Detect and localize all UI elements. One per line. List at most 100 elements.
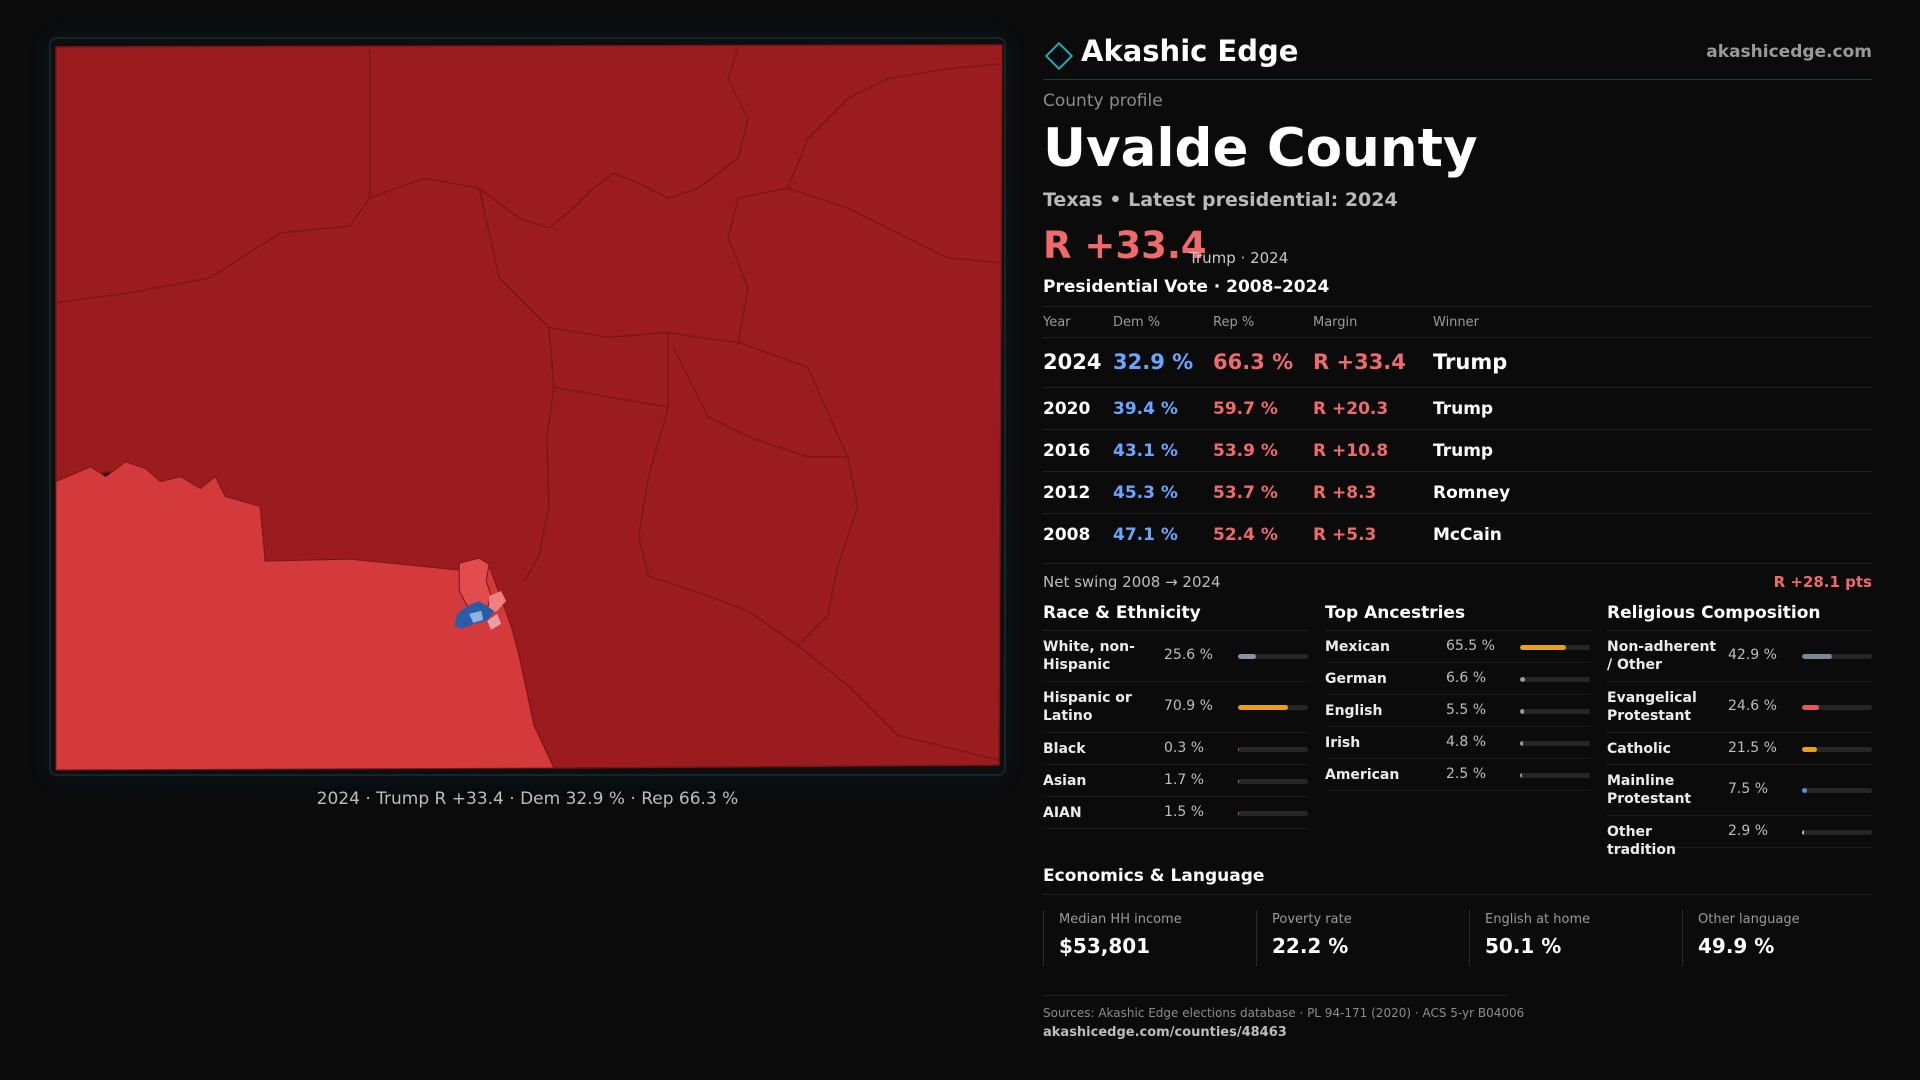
item-label: English	[1325, 703, 1383, 719]
stat-other-language: Other language 49.9 %	[1682, 910, 1895, 966]
item-value: 42.9 %	[1728, 647, 1777, 663]
item-label: Non-adherent / Other	[1607, 639, 1717, 673]
cell-winner: Trump	[1433, 350, 1508, 374]
list-item: Asian 1.7 %	[1043, 765, 1308, 797]
county-url-link[interactable]: akashicedge.com/counties/48463	[1043, 1025, 1287, 1040]
item-value: 70.9 %	[1164, 698, 1213, 714]
divider	[1043, 995, 1508, 996]
item-label: American	[1325, 767, 1400, 783]
share-bar-fill	[1238, 811, 1240, 816]
table-row: 2016 43.1 % 53.9 % R +10.8 Trump	[1043, 429, 1872, 471]
religion-section: Religious Composition Non-adherent / Oth…	[1607, 603, 1872, 858]
cell-margin: R +20.3	[1313, 399, 1389, 419]
list-item: German 6.6 %	[1325, 663, 1590, 695]
item-value: 65.5 %	[1446, 638, 1495, 654]
list-item: AIAN 1.5 %	[1043, 797, 1308, 829]
headline-margin: R +33.4	[1043, 224, 1207, 267]
item-label: Mainline Protestant	[1607, 773, 1692, 807]
col-year: Year	[1043, 315, 1071, 330]
list-item: Mexican 65.5 %	[1325, 631, 1590, 663]
item-label: Mexican	[1325, 639, 1390, 655]
share-bar-fill	[1520, 709, 1524, 714]
race-ethnicity-section: Race & Ethnicity White, non-Hispanic 25.…	[1043, 603, 1308, 829]
page-title: Uvalde County	[1043, 118, 1478, 179]
precinct-city-pink[interactable]	[489, 590, 507, 614]
list-item: White, non-Hispanic 25.6 %	[1043, 631, 1308, 682]
share-bar	[1238, 811, 1308, 816]
item-label: Irish	[1325, 735, 1361, 751]
precinct-city-light-dem[interactable]	[469, 610, 484, 623]
cell-winner: Romney	[1433, 483, 1511, 503]
item-value: 21.5 %	[1728, 740, 1777, 756]
cell-rep: 66.3 %	[1213, 350, 1294, 374]
item-label: Catholic	[1607, 741, 1671, 757]
share-bar	[1802, 747, 1872, 752]
cell-dem: 47.1 %	[1113, 525, 1178, 545]
share-bar-fill	[1238, 654, 1256, 659]
precinct-map-svg	[51, 39, 1004, 774]
item-label: Black	[1043, 741, 1086, 757]
list-item: Other tradition 2.9 %	[1607, 816, 1872, 858]
results-heading: Presidential Vote · 2008–2024	[1043, 277, 1330, 297]
item-value: 25.6 %	[1164, 647, 1213, 663]
cell-rep: 59.7 %	[1213, 399, 1278, 419]
results-table: Year Dem % Rep % Margin Winner 2024 32.9…	[1043, 306, 1872, 555]
ancestry-heading: Top Ancestries	[1325, 603, 1590, 631]
col-rep: Rep %	[1213, 315, 1255, 330]
swing-label: Net swing 2008 → 2024	[1043, 573, 1221, 591]
item-label: Evangelical Protestant	[1607, 690, 1697, 724]
list-item: Irish 4.8 %	[1325, 727, 1590, 759]
item-value: 1.5 %	[1164, 804, 1205, 820]
share-bar-fill	[1802, 654, 1833, 659]
race-heading: Race & Ethnicity	[1043, 603, 1308, 631]
item-label: Asian	[1043, 773, 1087, 789]
swing-value: R +28.1 pts	[1773, 573, 1872, 591]
table-row: 2020 39.4 % 59.7 % R +20.3 Trump	[1043, 387, 1872, 429]
divider	[1043, 894, 1872, 895]
share-bar	[1238, 779, 1308, 784]
stat-label: Other language	[1698, 912, 1800, 927]
item-value: 0.3 %	[1164, 740, 1205, 756]
stat-value: 49.9 %	[1698, 934, 1775, 958]
cell-dem: 43.1 %	[1113, 441, 1178, 461]
divider	[1043, 563, 1872, 564]
county-map[interactable]	[49, 37, 1006, 776]
site-link[interactable]: akashicedge.com	[1706, 42, 1872, 62]
cell-year: 2012	[1043, 483, 1091, 503]
cell-winner: McCain	[1433, 525, 1502, 545]
item-value: 24.6 %	[1728, 698, 1777, 714]
stat-value: $53,801	[1059, 934, 1151, 958]
share-bar	[1802, 654, 1872, 659]
share-bar-fill	[1238, 779, 1240, 784]
table-row: 2008 47.1 % 52.4 % R +5.3 McCain	[1043, 513, 1872, 555]
stat-poverty-rate: Poverty rate 22.2 %	[1256, 910, 1469, 966]
results-header-row: Year Dem % Rep % Margin Winner	[1043, 306, 1872, 337]
cell-year: 2016	[1043, 441, 1091, 461]
table-row: 2024 32.9 % 66.3 % R +33.4 Trump	[1043, 337, 1872, 387]
item-value: 4.8 %	[1446, 734, 1487, 750]
list-item: Mainline Protestant 7.5 %	[1607, 765, 1872, 816]
cell-year: 2024	[1043, 350, 1102, 374]
stat-value: 22.2 %	[1272, 934, 1349, 958]
share-bar-fill	[1520, 645, 1566, 650]
share-bar-fill	[1238, 747, 1239, 752]
stat-value: 50.1 %	[1485, 934, 1562, 958]
list-item: Non-adherent / Other 42.9 %	[1607, 631, 1872, 682]
share-bar-fill	[1802, 705, 1820, 710]
cell-margin: R +33.4	[1313, 350, 1406, 374]
diamond-logo-icon	[1044, 41, 1074, 71]
cell-dem: 45.3 %	[1113, 483, 1178, 503]
list-item: Hispanic or Latino 70.9 %	[1043, 682, 1308, 733]
economics-heading: Economics & Language	[1043, 866, 1265, 886]
item-label: White, non-Hispanic	[1043, 639, 1135, 673]
item-value: 1.7 %	[1164, 772, 1205, 788]
profile-kicker: County profile	[1043, 91, 1163, 111]
col-winner: Winner	[1433, 315, 1480, 330]
precinct-southwest[interactable]	[55, 461, 555, 771]
precinct-city-rose[interactable]	[487, 613, 502, 630]
item-value: 7.5 %	[1728, 781, 1769, 797]
share-bar	[1520, 677, 1590, 682]
cell-dem: 39.4 %	[1113, 399, 1178, 419]
item-value: 2.5 %	[1446, 766, 1487, 782]
item-label: AIAN	[1043, 805, 1082, 821]
